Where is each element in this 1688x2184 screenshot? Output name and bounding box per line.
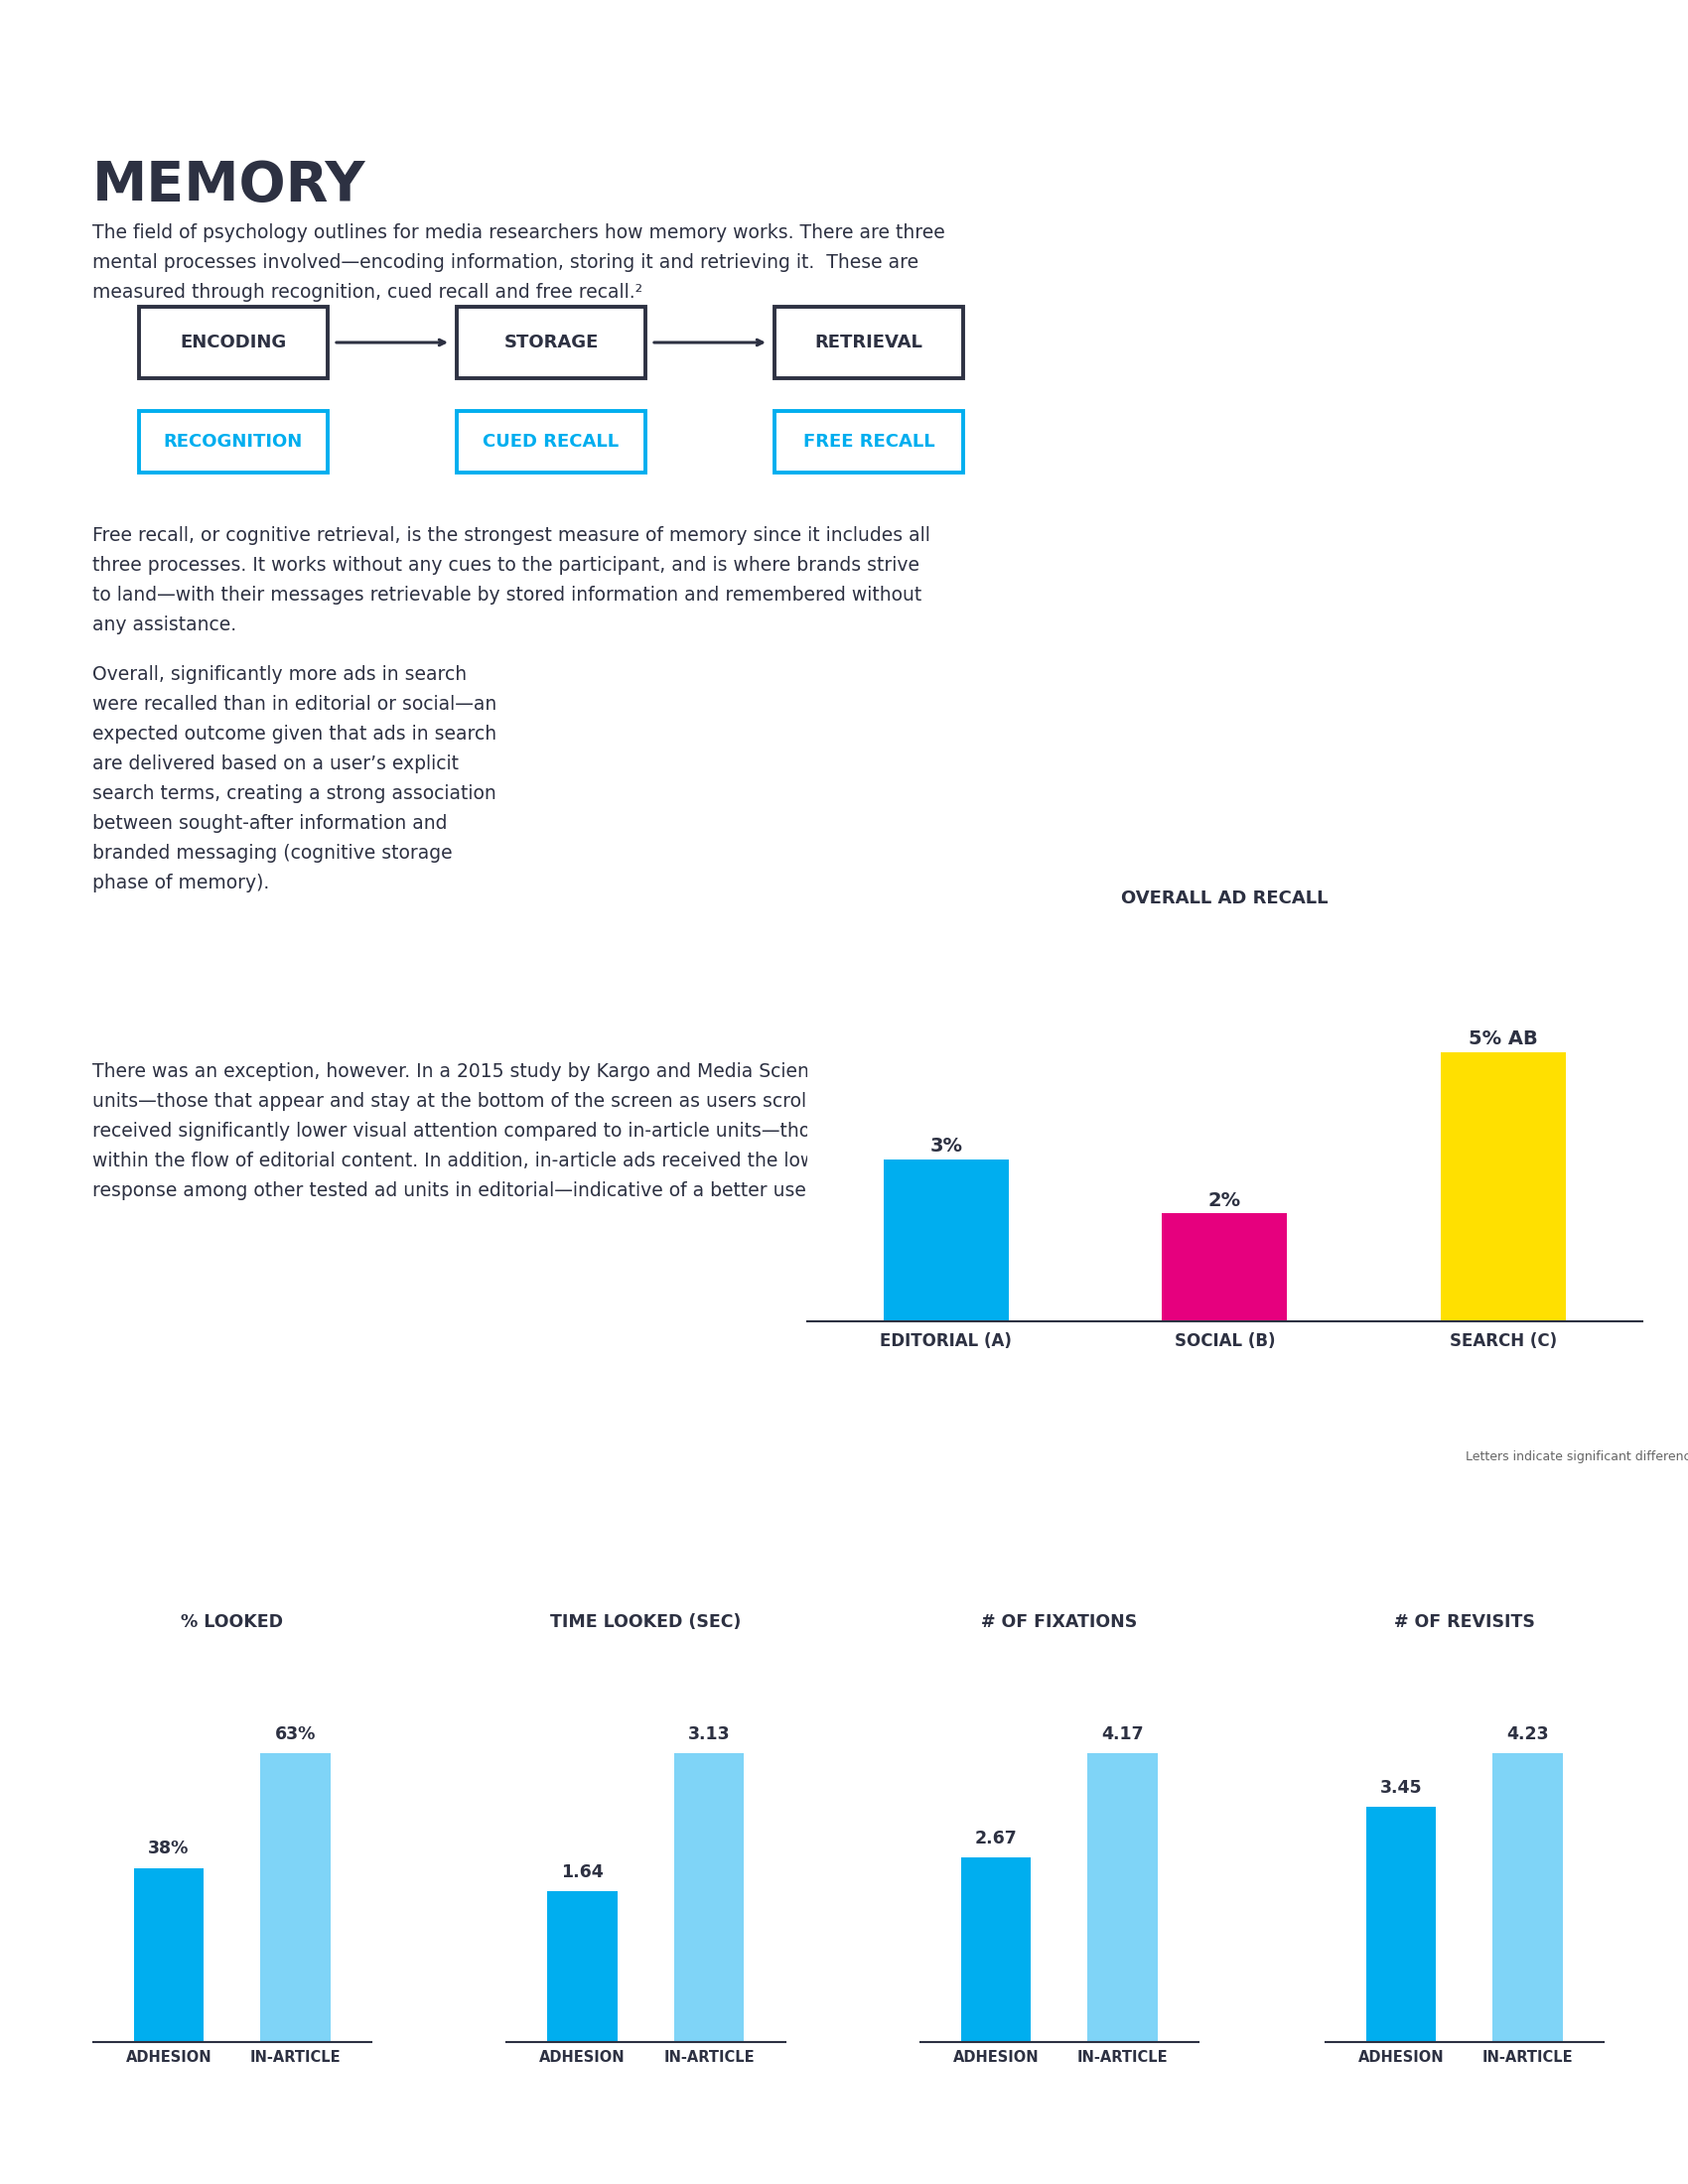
Title: # OF REVISITS: # OF REVISITS <box>1394 1614 1534 1631</box>
Text: 4.23: 4.23 <box>1506 1725 1550 1743</box>
Text: 2%: 2% <box>1209 1190 1241 1210</box>
Text: 3.45: 3.45 <box>1379 1778 1423 1797</box>
Text: received significantly lower visual attention compared to in-article units—those: received significantly lower visual atte… <box>93 1123 947 1140</box>
Bar <box>1440 1053 1566 1321</box>
Text: 2.67: 2.67 <box>974 1830 1018 1848</box>
Text: units—those that appear and stay at the bottom of the screen as users scroll dow: units—those that appear and stay at the … <box>93 1092 976 1112</box>
Text: mental processes involved—encoding information, storing it and retrieving it.  T: mental processes involved—encoding infor… <box>93 253 918 273</box>
Text: RETRIEVAL: RETRIEVAL <box>815 334 923 352</box>
Bar <box>1366 1806 1436 2042</box>
FancyBboxPatch shape <box>457 306 645 378</box>
FancyBboxPatch shape <box>775 411 964 472</box>
Text: within the flow of editorial content. In addition, in-article ads received the l: within the flow of editorial content. In… <box>93 1151 939 1171</box>
Text: RECOGNITION: RECOGNITION <box>164 432 302 450</box>
Text: 63%: 63% <box>275 1725 316 1743</box>
FancyBboxPatch shape <box>138 411 327 472</box>
FancyBboxPatch shape <box>775 306 964 378</box>
Text: Letters indicate significant difference at 90% confidence: Letters indicate significant difference … <box>1465 1450 1688 1463</box>
Bar <box>1087 1754 1158 2042</box>
Text: Overall, significantly more ads in search: Overall, significantly more ads in searc… <box>93 666 468 684</box>
Text: CUED RECALL: CUED RECALL <box>483 432 619 450</box>
Text: branded messaging (cognitive storage: branded messaging (cognitive storage <box>93 843 452 863</box>
Bar <box>960 1856 1031 2042</box>
Text: 3.13: 3.13 <box>687 1725 731 1743</box>
Title: OVERALL AD RECALL: OVERALL AD RECALL <box>1121 889 1328 909</box>
Bar <box>133 1867 204 2042</box>
Title: # OF FIXATIONS: # OF FIXATIONS <box>981 1614 1138 1631</box>
FancyBboxPatch shape <box>457 411 645 472</box>
Text: 1.64: 1.64 <box>560 1863 604 1880</box>
Text: The field of psychology outlines for media researchers how memory works. There a: The field of psychology outlines for med… <box>93 223 945 242</box>
Text: There was an exception, however. In a 2015 study by Kargo and Media Science, adh: There was an exception, however. In a 20… <box>93 1061 955 1081</box>
Text: Free recall, or cognitive retrieval, is the strongest measure of memory since it: Free recall, or cognitive retrieval, is … <box>93 526 930 546</box>
Text: STORAGE: STORAGE <box>503 334 599 352</box>
Text: FREE RECALL: FREE RECALL <box>803 432 935 450</box>
Text: are delivered based on a user’s explicit: are delivered based on a user’s explicit <box>93 753 459 773</box>
Text: measured through recognition, cued recall and free recall.²: measured through recognition, cued recal… <box>93 284 643 301</box>
Bar <box>547 1891 618 2042</box>
Text: 4.17: 4.17 <box>1101 1725 1144 1743</box>
Text: expected outcome given that ads in search: expected outcome given that ads in searc… <box>93 725 496 743</box>
Text: MEMORY: MEMORY <box>93 159 366 212</box>
Text: response among other tested ad units in editorial—indicative of a better user ex: response among other tested ad units in … <box>93 1182 937 1201</box>
Text: search terms, creating a strong association: search terms, creating a strong associat… <box>93 784 496 804</box>
Text: 3%: 3% <box>930 1138 962 1155</box>
Bar <box>1492 1754 1563 2042</box>
Text: phase of memory).: phase of memory). <box>93 874 270 893</box>
Title: % LOOKED: % LOOKED <box>181 1614 284 1631</box>
Text: any assistance.: any assistance. <box>93 616 236 633</box>
Text: 5% AB: 5% AB <box>1469 1029 1538 1048</box>
Bar <box>1161 1214 1288 1321</box>
Title: TIME LOOKED (SEC): TIME LOOKED (SEC) <box>550 1614 741 1631</box>
Text: three processes. It works without any cues to the participant, and is where bran: three processes. It works without any cu… <box>93 557 920 574</box>
Text: to land—with their messages retrievable by stored information and remembered wit: to land—with their messages retrievable … <box>93 585 922 605</box>
Bar <box>674 1754 744 2042</box>
Text: ENCODING: ENCODING <box>181 334 287 352</box>
Text: between sought-after information and: between sought-after information and <box>93 815 447 832</box>
FancyBboxPatch shape <box>138 306 327 378</box>
Text: 38%: 38% <box>149 1839 189 1859</box>
Bar <box>260 1754 331 2042</box>
Text: were recalled than in editorial or social—an: were recalled than in editorial or socia… <box>93 695 496 714</box>
Bar <box>883 1160 1009 1321</box>
